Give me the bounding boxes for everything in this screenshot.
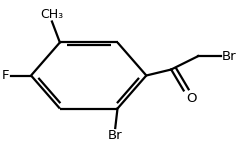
Text: F: F xyxy=(1,69,9,82)
Text: Br: Br xyxy=(108,129,123,142)
Text: Br: Br xyxy=(222,50,237,63)
Text: O: O xyxy=(186,92,197,105)
Text: CH₃: CH₃ xyxy=(40,8,64,21)
